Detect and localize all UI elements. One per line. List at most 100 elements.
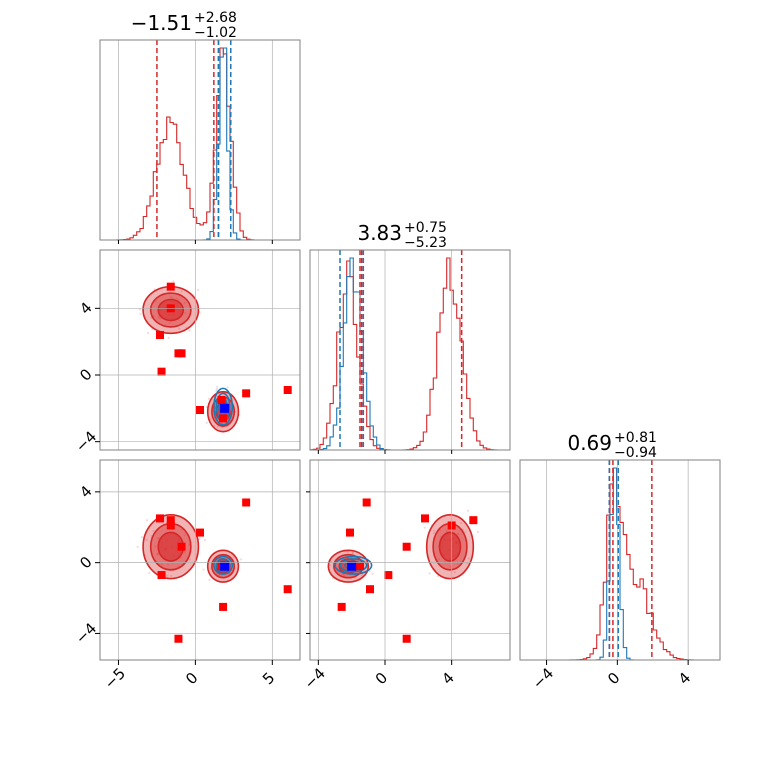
scatter-panel-p0-p1 bbox=[138, 280, 292, 433]
scatter-panel-p0-p2 bbox=[136, 498, 292, 643]
sample-point bbox=[183, 534, 186, 537]
marker-square bbox=[174, 634, 183, 643]
x-tick-label: −4 bbox=[529, 664, 557, 692]
sample-point bbox=[438, 529, 442, 532]
sample-point bbox=[342, 573, 345, 576]
contour-secondary bbox=[334, 555, 373, 575]
sample-point bbox=[445, 530, 448, 533]
sample-point bbox=[453, 571, 456, 574]
marker-square bbox=[166, 282, 175, 291]
grid-lines bbox=[317, 250, 453, 450]
grid-lines bbox=[118, 40, 273, 240]
panel-title-minus-p2: −0.94 bbox=[614, 445, 657, 461]
contour-secondary bbox=[339, 558, 368, 573]
sample-point bbox=[188, 329, 191, 332]
truth-marker bbox=[347, 561, 357, 571]
panel-frame bbox=[99, 39, 301, 241]
sample-point bbox=[351, 551, 355, 555]
sample-point bbox=[221, 421, 224, 425]
panel-title-minus-p1: −5.23 bbox=[404, 235, 447, 251]
grid-lines bbox=[100, 460, 300, 660]
sample-point bbox=[154, 545, 157, 548]
sample-point bbox=[220, 421, 224, 425]
sample-point bbox=[157, 536, 160, 540]
contour-secondary bbox=[215, 558, 231, 573]
x-tick-label: 5 bbox=[259, 669, 278, 688]
truth-marker bbox=[220, 403, 230, 413]
marker-square bbox=[157, 367, 166, 376]
sample-point bbox=[139, 312, 142, 315]
sample-point bbox=[178, 327, 181, 330]
contour-secondary bbox=[213, 555, 234, 575]
sample-point bbox=[351, 551, 354, 554]
marker-square bbox=[217, 396, 226, 404]
y-tick-label: −4 bbox=[72, 619, 100, 647]
diag-panel-p2 bbox=[520, 460, 720, 661]
sample-point bbox=[215, 389, 218, 393]
sample-point bbox=[158, 317, 161, 320]
y-tick-label: −4 bbox=[72, 427, 100, 455]
panel-title-median-p0: −1.51 bbox=[131, 11, 192, 35]
x-tick-label: 4 bbox=[675, 669, 694, 688]
marker-square bbox=[156, 331, 164, 339]
x-tick-label: −5 bbox=[101, 664, 129, 692]
sample-point bbox=[205, 421, 208, 424]
sample-point bbox=[169, 295, 172, 298]
sample-point bbox=[156, 537, 160, 540]
marker-square bbox=[346, 528, 354, 537]
panel-frame bbox=[309, 459, 511, 661]
sample-point bbox=[423, 526, 426, 529]
sample-point bbox=[202, 568, 205, 571]
y-tick-label: 4 bbox=[76, 299, 95, 318]
x-tick-label: 0 bbox=[182, 669, 201, 688]
x-tick-label: 4 bbox=[438, 669, 457, 688]
sample-point bbox=[198, 537, 201, 541]
marker-square bbox=[196, 406, 204, 414]
marker-square bbox=[384, 571, 393, 580]
truth-marker bbox=[220, 561, 230, 571]
histogram-secondary-p2 bbox=[520, 467, 720, 661]
sample-point bbox=[239, 558, 242, 561]
contour-secondary bbox=[213, 387, 234, 426]
marker-square bbox=[219, 602, 228, 611]
sample-point bbox=[433, 529, 436, 532]
sample-point bbox=[428, 572, 431, 575]
marker-square bbox=[283, 585, 292, 594]
sample-point bbox=[168, 321, 171, 325]
sample-point bbox=[138, 308, 142, 311]
sample-point bbox=[444, 560, 447, 563]
grid-lines bbox=[546, 460, 689, 660]
marker-square bbox=[242, 498, 251, 507]
marker-square bbox=[219, 414, 228, 423]
sample-point bbox=[166, 574, 169, 577]
sample-point bbox=[183, 551, 186, 554]
sample-point bbox=[170, 574, 173, 578]
marker-square bbox=[402, 634, 411, 643]
marker-square bbox=[283, 386, 292, 394]
sample-point bbox=[456, 532, 460, 535]
marker-square bbox=[356, 562, 364, 571]
scatter-panel-p1-p2 bbox=[327, 498, 480, 643]
sample-point bbox=[183, 301, 186, 304]
histogram-primary-p0 bbox=[100, 47, 300, 241]
panel-title-plus-p2: +0.81 bbox=[614, 430, 657, 446]
grid-lines bbox=[100, 250, 300, 450]
panel-frame bbox=[309, 249, 511, 451]
panel-title-median-p1: 3.83 bbox=[357, 221, 402, 245]
panel-title-minus-p0: −1.02 bbox=[194, 25, 237, 41]
sample-point bbox=[166, 563, 170, 566]
marker-square bbox=[177, 542, 186, 551]
marker-square bbox=[402, 542, 411, 551]
sample-point bbox=[152, 529, 155, 533]
sample-point bbox=[209, 418, 212, 421]
sample-point bbox=[207, 397, 210, 400]
sample-point bbox=[145, 519, 149, 522]
panel-frame bbox=[519, 459, 721, 661]
x-tick-label: 0 bbox=[604, 669, 623, 688]
grid-lines bbox=[310, 460, 510, 660]
marker-square bbox=[366, 585, 374, 594]
sample-point bbox=[140, 536, 144, 539]
sample-point bbox=[148, 571, 151, 575]
sample-point bbox=[449, 565, 452, 568]
sample-point bbox=[188, 543, 191, 546]
